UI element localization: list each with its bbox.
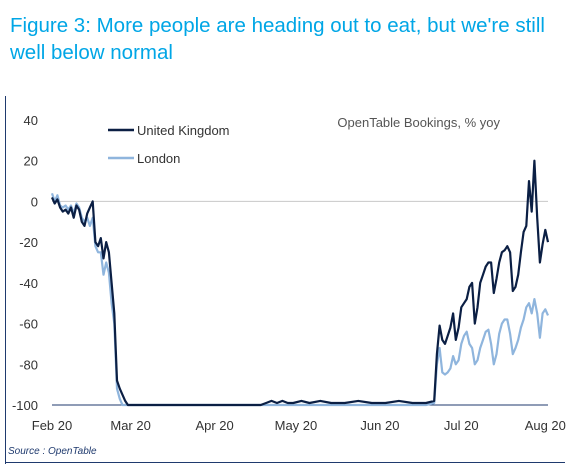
y-tick-label: 0 xyxy=(31,194,38,209)
x-tick-label: May 20 xyxy=(275,418,318,433)
frame-bottom-border xyxy=(5,462,565,463)
x-tick-label: Feb 20 xyxy=(32,418,72,433)
x-tick-label: Mar 20 xyxy=(110,418,150,433)
frame-left-border xyxy=(5,96,6,464)
y-tick-label: -20 xyxy=(19,235,38,250)
legend: United Kingdom London xyxy=(108,123,230,166)
y-tick-label: -40 xyxy=(19,276,38,291)
y-tick-label: -100 xyxy=(12,398,38,413)
series-line-london xyxy=(50,192,550,407)
series-layer xyxy=(50,159,550,407)
chart-annotation: OpenTable Bookings, % yoy xyxy=(337,115,500,130)
x-tick-label: Jun 20 xyxy=(360,418,399,433)
legend-label-london: London xyxy=(137,151,180,166)
x-tick-label: Aug 20 xyxy=(525,418,566,433)
y-axis-ticks: 40 20 0 -20 -40 -60 -80 -100 xyxy=(12,113,38,413)
series-line-united-kingdom xyxy=(50,159,550,407)
legend-label-united-kingdom: United Kingdom xyxy=(137,123,230,138)
y-tick-label: 20 xyxy=(24,154,38,169)
x-tick-label: Apr 20 xyxy=(195,418,233,433)
x-axis-ticks: Feb 20 Mar 20 Apr 20 May 20 Jun 20 Jul 20 Aug … xyxy=(32,418,566,433)
y-tick-label: 40 xyxy=(24,113,38,128)
y-tick-label: -60 xyxy=(19,317,38,332)
x-tick-label: Jul 20 xyxy=(444,418,479,433)
y-tick-label: -80 xyxy=(19,357,38,372)
source-note: Source : OpenTable xyxy=(8,446,97,457)
chart-title: Figure 3: More people are heading out to… xyxy=(10,14,545,64)
